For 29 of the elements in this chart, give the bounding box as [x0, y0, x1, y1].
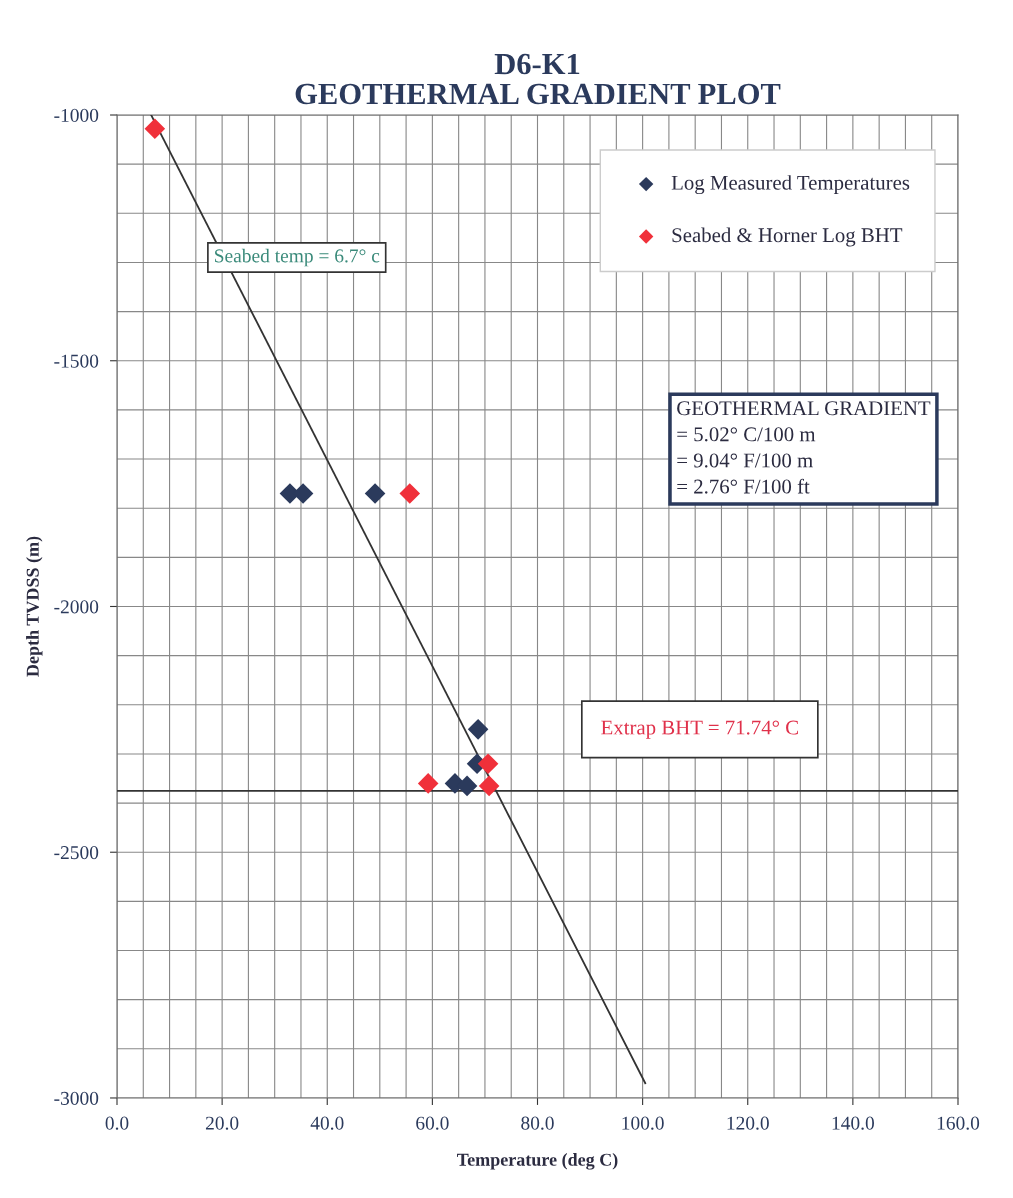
x-tick-label: 40.0: [310, 1116, 344, 1130]
point: [364, 483, 386, 504]
x-tick-label: 60.0: [416, 1116, 449, 1130]
annotation: Seabed temp = 6.7° c: [215, 248, 380, 267]
y-tick-label: -1000: [54, 108, 99, 122]
x-tick-label: 0.0: [105, 1116, 129, 1130]
y-tick-label: -3000: [54, 1091, 99, 1105]
point: [417, 773, 439, 794]
x-tick-label: 140.0: [832, 1116, 874, 1130]
point: [399, 483, 421, 504]
x-tick-label: 100.0: [622, 1116, 664, 1130]
x-tick-label: 160.0: [937, 1116, 980, 1130]
y-tick-label: -2500: [54, 846, 99, 860]
point: [478, 775, 500, 797]
chart-title: D6-K1 GEOTHERMAL GRADIENT PLOT: [295, 53, 781, 105]
point: [467, 719, 489, 740]
x-tick-label: 20.0: [205, 1116, 239, 1130]
legend-label: Seabed & Horner Log BHT: [672, 227, 903, 247]
legend-label: Log Measured Temperatures: [671, 175, 910, 195]
point: [144, 118, 166, 140]
y-tick-label: -2000: [54, 600, 99, 614]
x-tick-label: 80.0: [521, 1116, 554, 1130]
x-tick-label: 120.0: [727, 1116, 769, 1130]
x-axis-title: Temperature (deg C): [457, 1153, 618, 1170]
point: [477, 753, 499, 775]
annotation: Extrap BHT = 71.74° C: [601, 720, 798, 739]
annotation: GEOTHERMAL GRADIENT = 5.02° C/100 m = 9.04° F/100 m = 2.76° F/100 ft: [677, 401, 931, 494]
y-axis-title: Depth TVDSS (m): [26, 536, 43, 677]
y-tick-label: -1500: [54, 354, 99, 368]
